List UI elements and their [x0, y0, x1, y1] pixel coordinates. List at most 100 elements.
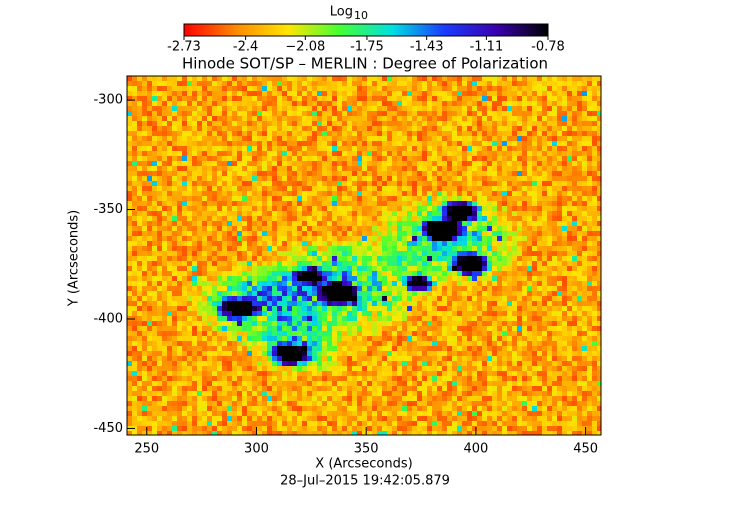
image-cell	[547, 321, 552, 326]
image-cell	[302, 296, 307, 301]
image-cell	[412, 136, 417, 141]
image-cell	[342, 156, 347, 161]
image-cell	[452, 161, 457, 166]
image-cell	[147, 86, 152, 91]
image-cell	[432, 281, 437, 286]
image-cell	[592, 311, 597, 316]
image-cell	[587, 126, 592, 131]
image-cell	[262, 101, 267, 106]
image-cell	[562, 316, 567, 321]
image-cell	[362, 211, 367, 216]
image-cell	[492, 131, 497, 136]
image-cell	[412, 271, 417, 276]
image-cell	[367, 296, 372, 301]
image-cell	[497, 231, 502, 236]
image-cell	[262, 316, 267, 321]
image-cell	[517, 226, 522, 231]
image-cell	[472, 326, 477, 331]
image-cell	[362, 306, 367, 311]
image-cell	[207, 211, 212, 216]
image-cell	[527, 191, 532, 196]
image-cell	[302, 106, 307, 111]
image-cell	[407, 101, 412, 106]
image-cell	[147, 301, 152, 306]
image-cell	[547, 306, 552, 311]
image-cell	[552, 286, 557, 291]
image-cell	[282, 111, 287, 116]
image-cell	[247, 271, 252, 276]
image-cell	[357, 311, 362, 316]
image-cell	[572, 111, 577, 116]
image-cell	[472, 166, 477, 171]
image-cell	[262, 166, 267, 171]
image-cell	[382, 126, 387, 131]
image-cell	[567, 201, 572, 206]
image-cell	[522, 81, 527, 86]
image-cell	[267, 281, 272, 286]
image-cell	[282, 191, 287, 196]
image-cell	[402, 126, 407, 131]
image-cell	[197, 271, 202, 276]
image-cell	[562, 246, 567, 251]
image-cell	[282, 176, 287, 181]
image-cell	[527, 246, 532, 251]
image-cell	[262, 196, 267, 201]
image-cell	[137, 276, 142, 281]
image-cell	[517, 241, 522, 246]
image-cell	[162, 151, 167, 156]
image-cell	[182, 81, 187, 86]
image-cell	[422, 311, 427, 316]
image-cell	[207, 241, 212, 246]
image-cell	[362, 276, 367, 281]
image-cell	[382, 116, 387, 121]
image-cell	[357, 126, 362, 131]
image-cell	[372, 276, 377, 281]
image-cell	[267, 151, 272, 156]
image-cell	[522, 216, 527, 221]
image-cell	[497, 246, 502, 251]
image-cell	[387, 316, 392, 321]
image-cell	[132, 141, 137, 146]
image-cell	[262, 76, 267, 81]
image-cell	[522, 321, 527, 326]
image-cell	[362, 321, 367, 326]
image-cell	[427, 191, 432, 196]
image-cell	[177, 271, 182, 276]
image-cell	[322, 331, 327, 336]
image-cell	[547, 281, 552, 286]
image-cell	[162, 221, 167, 226]
image-cell	[397, 216, 402, 221]
image-cell	[232, 211, 237, 216]
image-cell	[492, 276, 497, 281]
image-cell	[532, 171, 537, 176]
image-cell	[217, 221, 222, 226]
image-cell	[372, 306, 377, 311]
image-cell	[407, 276, 412, 281]
image-cell	[312, 306, 317, 311]
image-cell	[437, 321, 442, 326]
image-cell	[382, 176, 387, 181]
image-cell	[387, 276, 392, 281]
image-cell	[357, 291, 362, 296]
image-cell	[497, 321, 502, 326]
image-cell	[487, 91, 492, 96]
image-cell	[487, 86, 492, 91]
image-cell	[402, 131, 407, 136]
image-cell	[502, 116, 507, 121]
image-cell	[202, 231, 207, 236]
image-cell	[287, 186, 292, 191]
image-cell	[422, 136, 427, 141]
image-cell	[332, 151, 337, 156]
image-cell	[277, 146, 282, 151]
image-cell	[267, 336, 272, 341]
image-cell	[492, 96, 497, 101]
image-cell	[422, 211, 427, 216]
image-cell	[282, 121, 287, 126]
image-cell	[352, 266, 357, 271]
image-cell	[562, 171, 567, 176]
image-cell	[497, 221, 502, 226]
image-cell	[152, 176, 157, 181]
image-cell	[497, 196, 502, 201]
image-cell	[572, 176, 577, 181]
image-cell	[522, 96, 527, 101]
